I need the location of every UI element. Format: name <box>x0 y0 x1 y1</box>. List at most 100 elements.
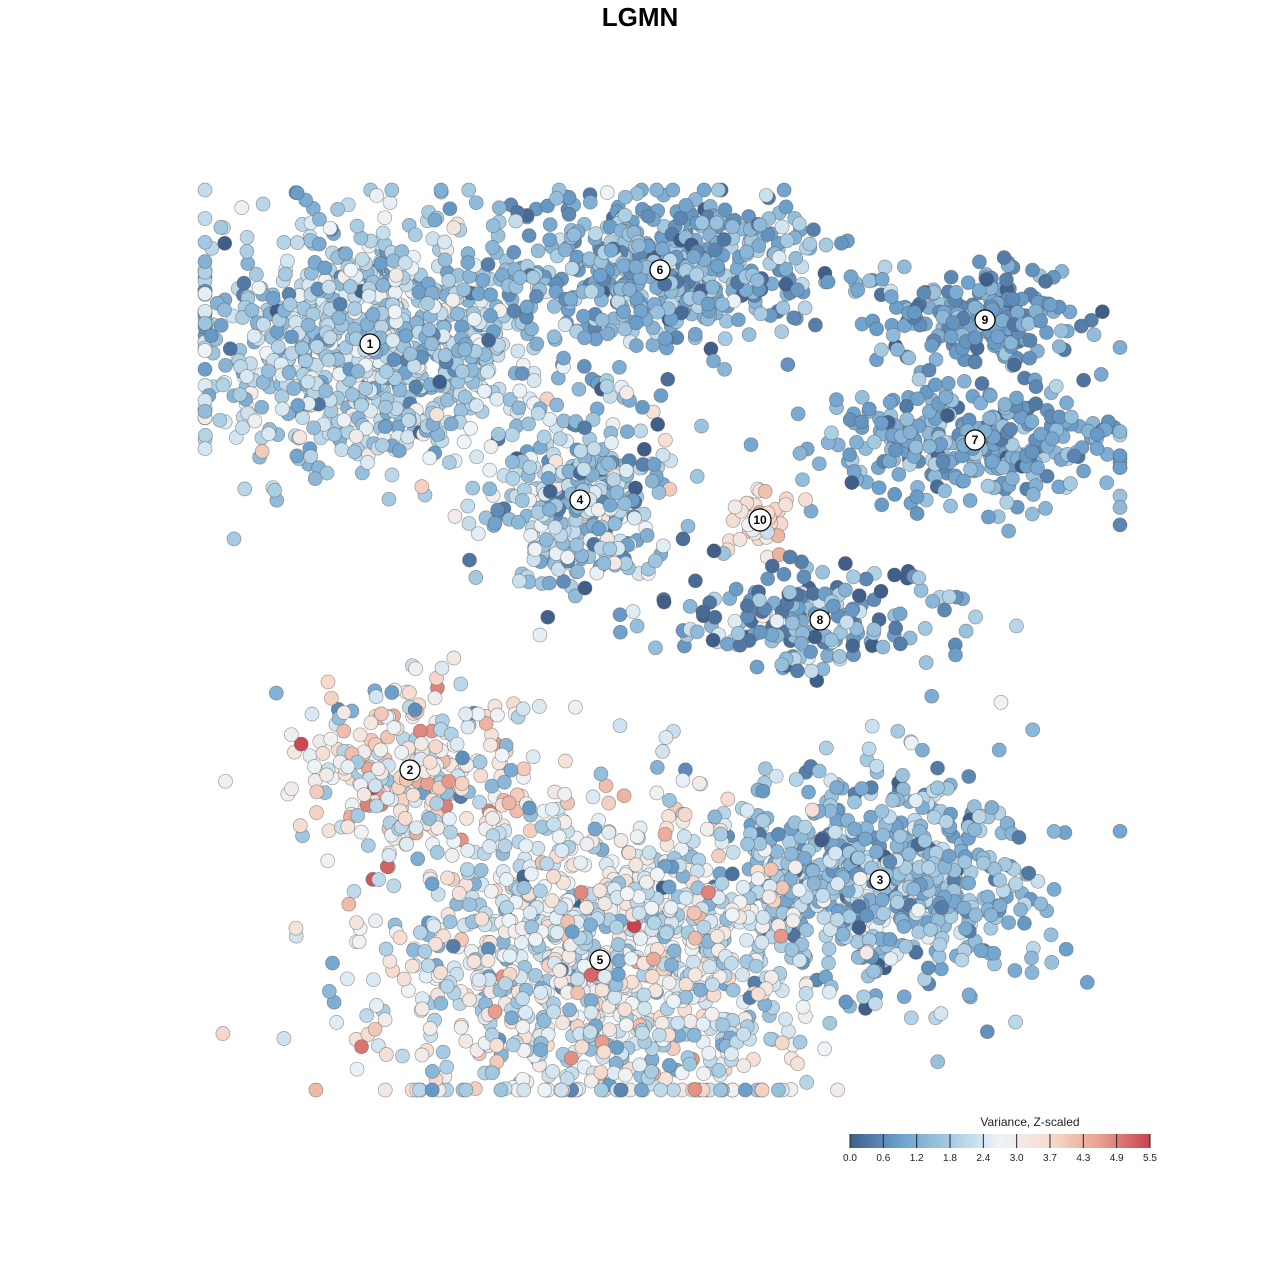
cell-point <box>424 336 439 352</box>
cell-point <box>497 838 513 854</box>
cell-point <box>582 194 598 210</box>
cell-point <box>725 844 741 860</box>
cell-point <box>701 1045 717 1061</box>
cell-point <box>529 288 544 304</box>
cell-point <box>332 296 348 312</box>
cell-point <box>908 439 924 455</box>
cell-point <box>539 532 554 547</box>
cell-point <box>801 784 816 800</box>
cell-point <box>417 944 433 959</box>
cell-point <box>890 723 906 739</box>
cell-point <box>459 862 475 877</box>
cell-point <box>786 310 802 326</box>
cell-point <box>788 250 804 266</box>
cell-point <box>635 1025 650 1041</box>
cell-point <box>468 195 484 211</box>
cell-point <box>541 575 557 591</box>
cluster-label: 4 <box>569 489 591 511</box>
cell-point <box>806 222 821 238</box>
color-legend: Variance, Z-scaled 0.0 0.6 1.2 1.8 2.4 3.0 3.7… <box>843 1115 1157 1164</box>
cell-point <box>743 437 759 453</box>
cell-point <box>687 930 703 946</box>
cell-point <box>649 182 665 198</box>
cell-point <box>378 399 393 415</box>
cell-point <box>378 941 394 957</box>
cell-point <box>324 690 339 706</box>
cell-point <box>573 443 588 459</box>
cell-point <box>560 549 575 565</box>
cell-point <box>512 383 528 399</box>
cell-point <box>830 1082 845 1098</box>
cell-point <box>611 967 626 982</box>
cell-point <box>542 484 558 499</box>
cell-point <box>1011 830 1027 845</box>
cell-point <box>731 312 746 328</box>
cell-point <box>530 405 546 421</box>
cell-point <box>420 958 436 973</box>
cell-point <box>317 260 333 276</box>
cell-point <box>850 850 866 866</box>
cell-point <box>514 366 530 381</box>
cell-point <box>1008 1014 1023 1030</box>
cell-point <box>432 374 448 390</box>
cell-point <box>414 479 430 494</box>
cell-point <box>776 182 792 198</box>
cell-point <box>911 371 927 387</box>
cell-point <box>348 428 364 444</box>
cell-point <box>705 279 720 295</box>
cell-point <box>570 985 586 1001</box>
cell-point <box>637 1001 652 1016</box>
cell-point <box>473 862 489 878</box>
cell-point <box>485 218 501 234</box>
cell-point <box>763 862 779 877</box>
cell-point <box>408 379 424 395</box>
cell-point <box>790 282 805 298</box>
cell-point <box>717 202 733 218</box>
cluster-label: 1 <box>359 333 381 355</box>
cell-point <box>489 391 505 407</box>
cell-point <box>561 207 577 222</box>
cell-point <box>249 267 264 282</box>
cell-point <box>735 879 751 895</box>
cell-point <box>480 364 495 380</box>
cell-point <box>644 473 660 489</box>
cell-point <box>515 701 531 717</box>
cell-point <box>992 872 1008 888</box>
cell-point <box>521 416 536 432</box>
cell-point <box>658 730 674 745</box>
cell-point <box>494 747 510 763</box>
cell-point <box>288 920 304 936</box>
cell-point <box>829 392 844 407</box>
cell-point <box>382 953 398 969</box>
cell-point <box>807 629 823 645</box>
cell-point <box>516 761 532 777</box>
cell-point <box>218 357 233 373</box>
cell-point <box>909 506 925 521</box>
cell-point <box>255 196 271 212</box>
cell-point <box>1076 463 1091 479</box>
cell-point <box>458 1082 474 1098</box>
cell-point <box>792 216 807 232</box>
cell-point <box>873 583 889 599</box>
cell-point <box>821 941 837 957</box>
cell-point <box>487 515 503 531</box>
cell-point <box>967 330 983 346</box>
cluster-label-text: 8 <box>817 613 824 627</box>
cell-point <box>483 308 498 324</box>
cell-point <box>896 919 912 934</box>
cell-point <box>934 900 949 915</box>
cell-point <box>1021 865 1037 881</box>
cell-point <box>1038 274 1053 289</box>
cell-point <box>774 219 790 235</box>
cell-point <box>459 811 474 826</box>
cell-point <box>322 330 338 345</box>
cell-point <box>869 758 884 774</box>
cell-point <box>312 211 327 227</box>
cell-point <box>686 1027 702 1043</box>
cell-point <box>529 336 545 352</box>
cell-point <box>455 750 470 766</box>
cell-point <box>576 359 592 374</box>
cell-point <box>375 437 390 453</box>
cell-point <box>404 958 420 974</box>
cell-point <box>1112 424 1128 439</box>
